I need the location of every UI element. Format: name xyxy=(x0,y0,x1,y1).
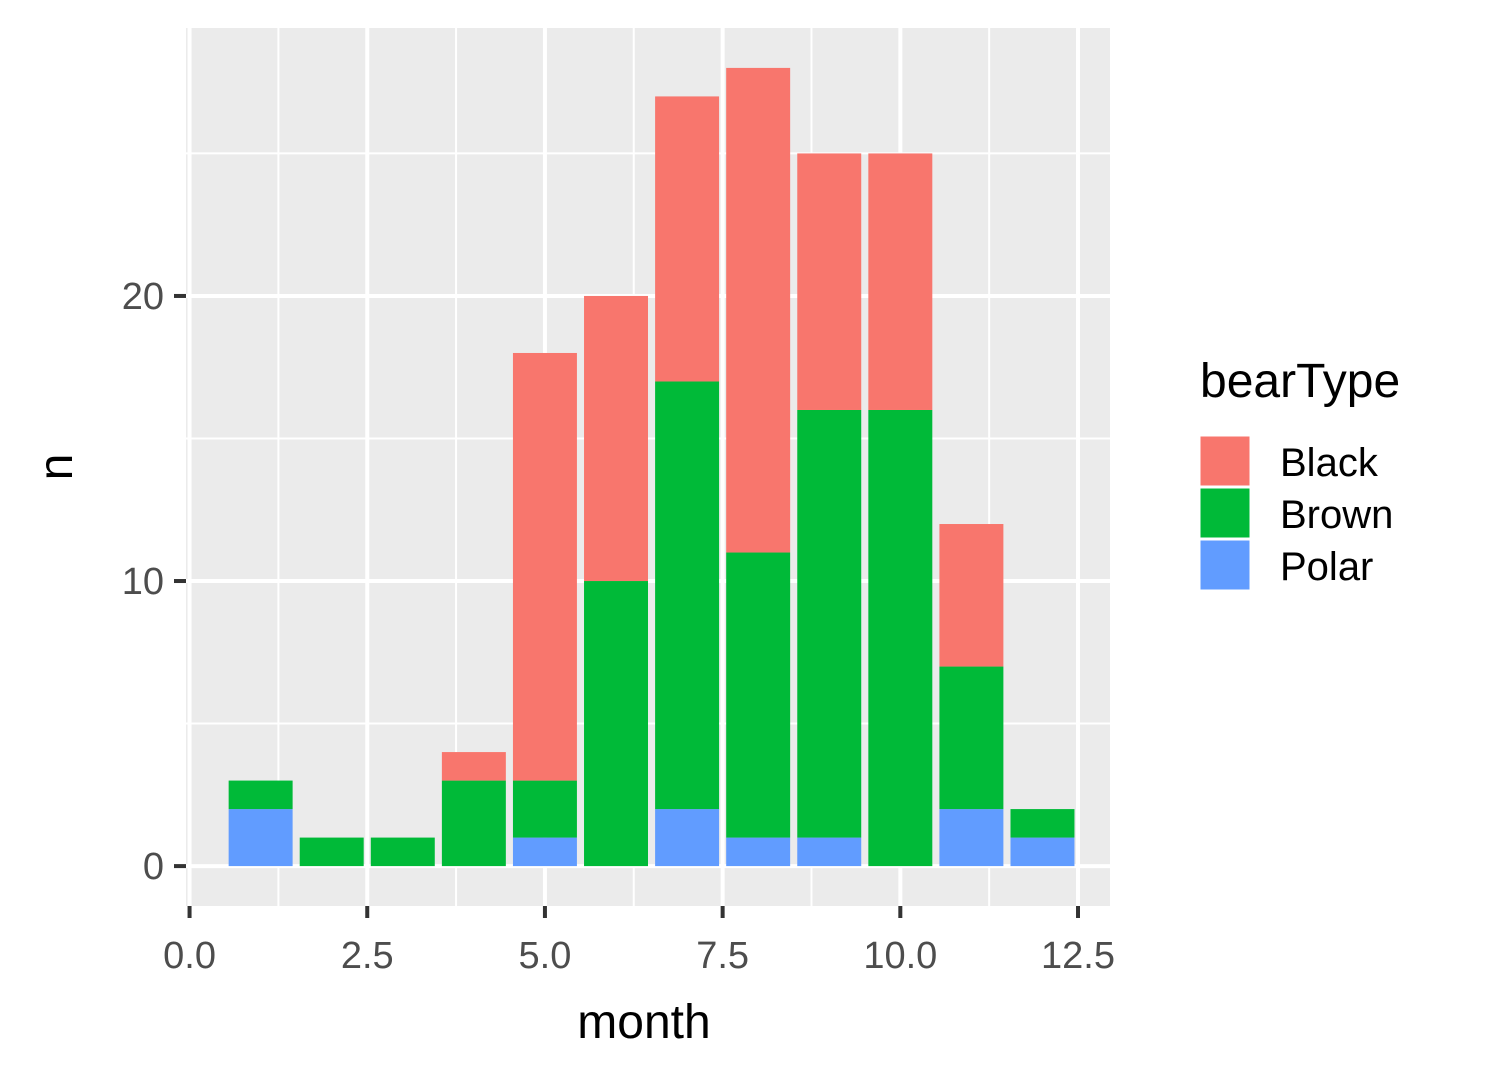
bar-brown-month-4 xyxy=(441,780,506,867)
bar-brown-month-6 xyxy=(584,581,648,867)
bar-brown-month-11 xyxy=(939,666,1004,810)
bar-brown-month-2 xyxy=(299,837,364,867)
y-axis: 0 10 20 xyxy=(122,276,186,888)
legend-entries: Black Brown Polar xyxy=(1199,435,1393,591)
bar-black-month-5 xyxy=(512,352,577,781)
legend-label-polar: Polar xyxy=(1280,545,1373,589)
bar-black-month-11 xyxy=(939,524,1004,667)
bar-black-month-7 xyxy=(655,96,720,382)
bar-black-month-4 xyxy=(441,752,506,781)
bar-black-month-6 xyxy=(584,295,648,582)
bar-brown-month-10 xyxy=(868,409,933,867)
y-tick-label: 10 xyxy=(122,561,164,603)
x-axis: 0.0 2.5 5.0 7.5 10.0 12.5 xyxy=(163,906,1115,977)
x-tick-label: 7.5 xyxy=(696,935,749,977)
legend: bearType Black Brown Polar xyxy=(1199,355,1400,591)
x-tick-label: 5.0 xyxy=(519,935,572,977)
legend-key-polar xyxy=(1199,539,1251,591)
bar-polar-month-8 xyxy=(726,837,791,867)
bar-polar-month-12 xyxy=(1010,837,1075,867)
x-tick-label: 10.0 xyxy=(863,935,937,977)
legend-key-black xyxy=(1199,435,1251,487)
bar-brown-month-3 xyxy=(370,837,435,867)
bar-polar-month-9 xyxy=(797,837,862,867)
x-tick-label: 2.5 xyxy=(341,935,394,977)
bar-brown-month-1 xyxy=(228,780,293,810)
x-tick-label: 0.0 xyxy=(163,935,216,977)
y-tick-label: 20 xyxy=(122,276,164,318)
x-axis-title: month xyxy=(577,996,710,1049)
y-axis-title: n xyxy=(30,454,83,481)
bar-black-month-8 xyxy=(726,67,791,553)
bar-brown-month-7 xyxy=(655,381,720,810)
bar-polar-month-11 xyxy=(939,809,1004,867)
bar-brown-month-9 xyxy=(797,409,862,838)
legend-title: bearType xyxy=(1200,355,1400,408)
bar-polar-month-7 xyxy=(655,809,720,867)
legend-key-brown xyxy=(1199,487,1251,539)
legend-label-brown: Brown xyxy=(1280,493,1393,537)
bar-brown-month-12 xyxy=(1010,809,1075,838)
y-tick-label: 0 xyxy=(143,846,164,888)
bar-black-month-10 xyxy=(868,153,933,410)
bar-black-month-9 xyxy=(797,153,862,410)
x-tick-label: 12.5 xyxy=(1041,935,1115,977)
bar-brown-month-5 xyxy=(512,780,577,838)
bars xyxy=(228,67,1075,867)
bar-brown-month-8 xyxy=(726,552,791,838)
bar-polar-month-1 xyxy=(228,809,293,867)
legend-label-black: Black xyxy=(1280,441,1379,485)
bar-polar-month-5 xyxy=(512,837,577,867)
